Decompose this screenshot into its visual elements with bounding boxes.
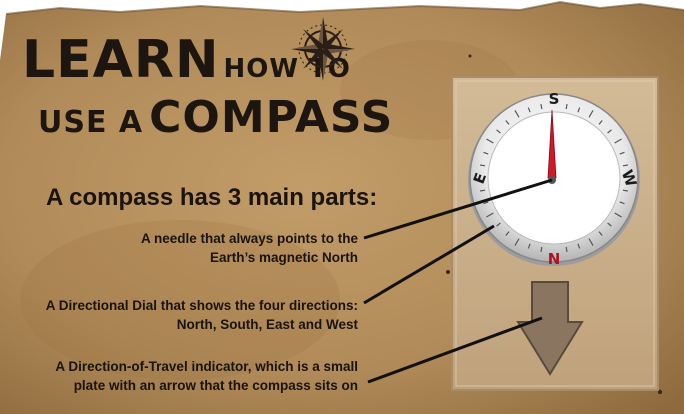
- title-how-to: HOW TO: [223, 54, 351, 84]
- dial-letter-n: N: [548, 250, 561, 268]
- part-dial-line-1: A Directional Dial that shows the four d…: [45, 298, 358, 313]
- dial-tick: [540, 104, 543, 110]
- dial-tick: [614, 138, 622, 144]
- part-travel-indicator: A Direction-of-Travel indicator, which i…: [55, 357, 358, 395]
- dial-letter-s: S: [549, 90, 560, 108]
- dial-tick: [514, 238, 520, 246]
- dial-tick: [480, 189, 486, 192]
- dial-tick: [598, 120, 603, 125]
- part-indicator-line-2: plate with an arrow that the compass sit…: [73, 378, 358, 393]
- dial-tick: [565, 246, 568, 252]
- part-needle-line-1: A needle that always points to the: [140, 231, 358, 246]
- part-needle-line-2: Earth’s magnetic North: [209, 250, 358, 265]
- page-title-line-1: LEARN HOW TO: [22, 34, 351, 86]
- title-use-a: USE A: [38, 105, 144, 140]
- dial-tick: [619, 151, 625, 155]
- dial-tick: [480, 164, 486, 167]
- dial-tick: [527, 107, 531, 113]
- dial-tick: [588, 110, 594, 118]
- dial-tick: [622, 189, 628, 192]
- dial-tick: [540, 246, 543, 252]
- dial-tick: [565, 104, 568, 110]
- part-dial-line-2: North, South, East and West: [176, 317, 358, 332]
- dial-tick: [619, 201, 625, 205]
- dial-tick: [483, 151, 489, 155]
- dial-tick: [527, 243, 531, 249]
- dial-tick: [607, 222, 612, 227]
- dial-tick: [607, 129, 612, 134]
- dial-tick: [577, 243, 581, 249]
- pointer-line-needle: [363, 178, 553, 240]
- compass-rose-icon: [291, 17, 355, 81]
- dial-tick: [496, 129, 501, 134]
- dial-tick: [496, 222, 501, 227]
- subtitle: A compass has 3 main parts:: [46, 184, 378, 211]
- dial-tick: [614, 212, 622, 218]
- dial-tick: [486, 212, 494, 218]
- dial-tick: [577, 107, 581, 113]
- page-title-line-2: USE A COMPASS: [38, 92, 393, 143]
- title-learn: LEARN: [22, 30, 220, 90]
- dial-tick: [483, 201, 489, 205]
- pointer-line-dial: [363, 224, 495, 305]
- part-needle: A needle that always points to the Earth…: [141, 229, 358, 267]
- dial-tick: [622, 164, 628, 167]
- dial-tick: [486, 138, 494, 144]
- dial-tick: [505, 120, 510, 125]
- part-indicator-line-1: A Direction-of-Travel indicator, which i…: [55, 359, 358, 374]
- dial-tick: [598, 231, 603, 236]
- dial-tick: [588, 238, 594, 246]
- pointer-line-indicator: [367, 316, 543, 384]
- dial-tick: [514, 110, 520, 118]
- part-directional-dial: A Directional Dial that shows the four d…: [46, 296, 358, 334]
- dial-letter-w: W: [618, 167, 641, 189]
- title-compass: COMPASS: [149, 92, 394, 143]
- dial-tick: [505, 231, 510, 236]
